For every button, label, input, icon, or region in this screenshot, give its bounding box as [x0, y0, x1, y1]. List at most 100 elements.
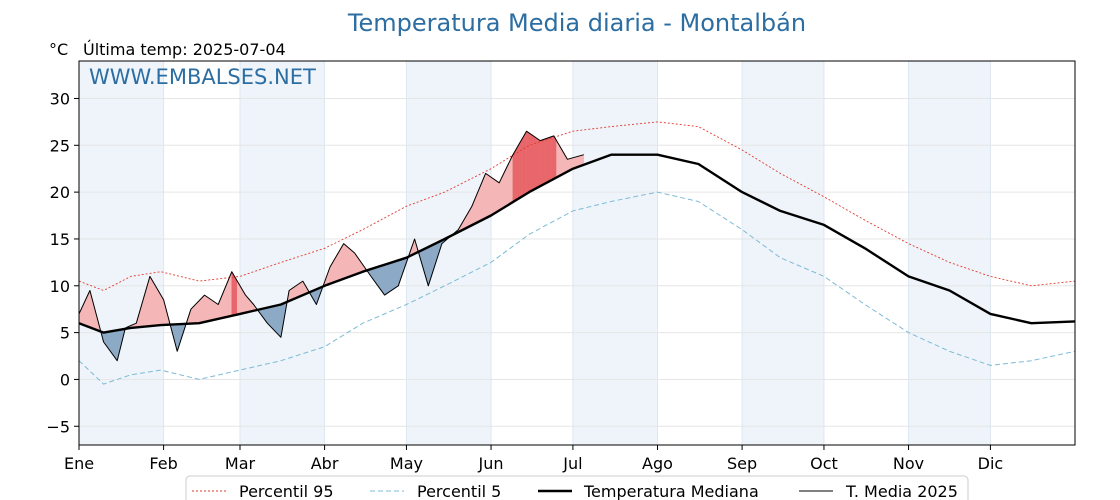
- anomaly-fill-116: [392, 260, 396, 291]
- anomaly-fill-51: [215, 302, 219, 320]
- anomaly-fill-161: [515, 144, 519, 201]
- anomaly-fill-30: [157, 289, 162, 326]
- anomaly-fill-45: [198, 297, 203, 324]
- x-tick-label-Sep: Sep: [727, 454, 757, 473]
- month-band-Jul: [572, 61, 658, 445]
- last-temp-label: Última temp: 2025-07-04: [83, 40, 286, 59]
- anomaly-fill-168: [534, 136, 538, 190]
- anomaly-fill-173: [548, 136, 552, 183]
- anomaly-fill-175: [553, 135, 557, 180]
- anomaly-fill-114: [387, 262, 391, 294]
- series-line-1: [79, 191, 1075, 385]
- anomaly-fill-159: [509, 154, 514, 205]
- anomaly-fill-149: [482, 173, 486, 221]
- legend-label-p95: Percentil 95: [239, 482, 334, 500]
- anomaly-fill-49: [209, 298, 213, 322]
- anomaly-fill-97: [340, 242, 344, 281]
- month-band-Nov: [908, 61, 991, 445]
- anomaly-fill-171: [542, 138, 546, 186]
- x-tick-label-Ene: Ene: [64, 454, 94, 473]
- anomaly-fill-150: [485, 172, 489, 219]
- anomaly-fill-169: [537, 138, 541, 189]
- anomaly-fill-74: [277, 304, 282, 338]
- anomaly-fill-98: [343, 243, 347, 280]
- anomaly-fill-165: [526, 130, 530, 195]
- y-axis: 30 25 20 15 10 5 0 −5: [46, 89, 79, 436]
- x-tick-label-Dic: Dic: [978, 454, 1004, 473]
- x-tick-label-Mar: Mar: [225, 454, 256, 473]
- y-unit-label: °C: [49, 40, 68, 59]
- x-tick-label-Oct: Oct: [810, 454, 838, 473]
- x-tick-label-May: May: [390, 454, 423, 473]
- x-tick-label-Feb: Feb: [149, 454, 177, 473]
- anomaly-fill-153: [493, 178, 497, 215]
- x-axis: Ene Feb Mar Abr May Jun Jul Ago Sep Oct Nov Dic: [64, 445, 1003, 473]
- y-tick-label-7: −5: [46, 417, 70, 436]
- anomaly-fill-113: [384, 263, 388, 296]
- series-line-3: [79, 130, 584, 362]
- series-lines: [79, 121, 1075, 385]
- month-band-Ene: [79, 61, 164, 445]
- watermark-text: WWW.EMBALSES.NET: [89, 65, 316, 89]
- month-shading: [79, 61, 991, 445]
- legend-label-2025: T. Media 2025: [845, 482, 958, 500]
- legend-label-median: Temperatura Mediana: [583, 482, 759, 500]
- anomaly-fill-158: [507, 160, 511, 206]
- series-line-2: [79, 153, 1075, 334]
- anomaly-fill-57: [231, 270, 235, 317]
- anomaly-fill-29: [155, 284, 159, 326]
- y-tick-label-1: 25: [50, 136, 70, 155]
- anomaly-fill-164: [523, 130, 527, 196]
- anomaly-fill-59: [237, 280, 241, 315]
- anomaly-fill-117: [395, 259, 399, 289]
- anomaly-fill-27: [149, 275, 153, 327]
- anomaly-fill-44: [196, 300, 200, 324]
- legend-box: [185, 475, 969, 500]
- anomaly-fill-50: [212, 300, 216, 321]
- y-tick-label-3: 15: [50, 230, 70, 249]
- legend-label-p5: Percentil 5: [417, 482, 501, 500]
- anomaly-fill-152: [490, 176, 495, 216]
- month-band-Sep: [742, 61, 824, 445]
- y-tick-label-6: 0: [60, 370, 70, 389]
- anomaly-fill-115: [389, 261, 394, 292]
- anomaly-fill-174: [550, 135, 555, 181]
- anomaly-fill-162: [518, 139, 522, 200]
- y-tick-label-2: 20: [50, 183, 70, 202]
- anomaly-fill-58: [234, 275, 238, 316]
- x-tick-label-Ago: Ago: [642, 454, 673, 473]
- anomaly-fill-176: [556, 139, 560, 178]
- anomaly-fill-160: [512, 149, 516, 203]
- anomaly-fill-100: [348, 247, 353, 278]
- anomaly-fill-112: [381, 264, 385, 296]
- anomaly-fill-157: [504, 165, 508, 208]
- anomaly-fill-72: [272, 305, 276, 333]
- anomaly-fill-151: [488, 174, 492, 218]
- anomaly-fill-154: [496, 180, 500, 213]
- chart-title: Temperatura Media diaria - Montalbán: [347, 9, 806, 37]
- plot-frame: [78, 60, 1076, 446]
- anomaly-fill-48: [207, 296, 211, 322]
- series-line-0: [79, 121, 1075, 291]
- anomaly-fill-170: [539, 139, 544, 187]
- anomaly-fill-163: [520, 135, 525, 198]
- month-band-Mar: [239, 61, 325, 445]
- anomaly-fill-99: [346, 245, 350, 279]
- anomaly-fill-14: [114, 329, 118, 362]
- anomaly-fill-101: [351, 250, 355, 277]
- x-tick-label-Abr: Abr: [311, 454, 339, 473]
- anomaly-fill-47: [204, 294, 208, 323]
- x-tick-label-Jul: Jul: [562, 454, 582, 473]
- x-tick-label-Nov: Nov: [893, 454, 924, 473]
- anomaly-fill-46: [201, 294, 205, 323]
- legend: Percentil 95 Percentil 5 Temperatura Med…: [185, 475, 969, 500]
- y-tick-label-5: 5: [60, 324, 70, 343]
- x-tick-label-Jun: Jun: [478, 454, 504, 473]
- anomaly-fill-166: [528, 132, 533, 193]
- anomaly-fill-172: [545, 137, 549, 184]
- anomaly-fill-71: [269, 306, 273, 330]
- y-tick-label-0: 30: [50, 89, 70, 108]
- anomaly-fill-28: [152, 280, 156, 327]
- anomaly-fill-73: [275, 304, 279, 336]
